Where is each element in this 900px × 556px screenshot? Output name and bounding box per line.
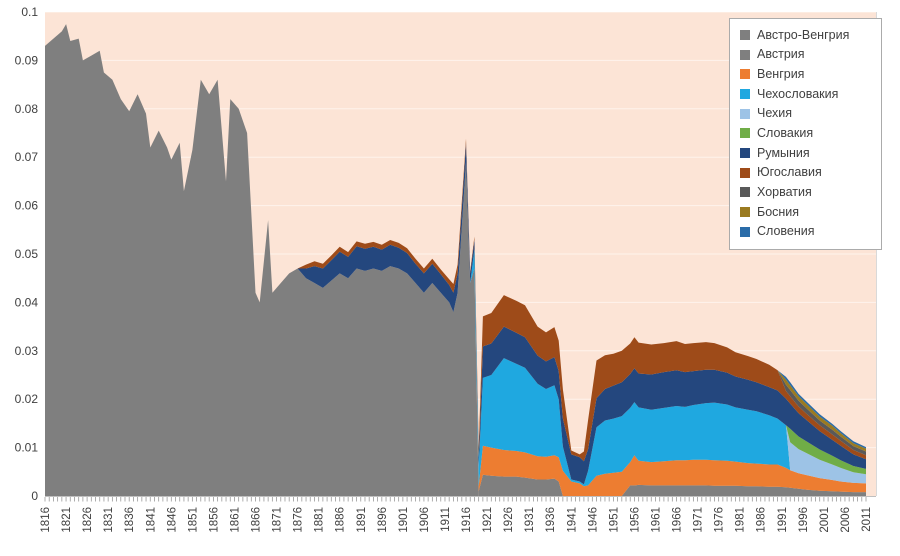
x-tick-label: 1871 bbox=[272, 507, 284, 533]
area-austro-hungary bbox=[45, 24, 866, 496]
x-tick-label: 1896 bbox=[377, 507, 389, 533]
x-tick-label: 1891 bbox=[356, 507, 368, 533]
x-tick-label: 1836 bbox=[124, 507, 136, 533]
legend-swatch-austro-hungary bbox=[740, 29, 750, 40]
legend: Австро-Венгрия Австрия Венгрия Чехословакия… bbox=[729, 18, 882, 250]
x-tick-label: 2001 bbox=[819, 507, 831, 533]
legend-item-austria: Австрия bbox=[740, 45, 877, 65]
x-tick-label: 1916 bbox=[461, 507, 473, 533]
legend-label: Босния bbox=[757, 204, 800, 219]
legend-item-romania: Румыния bbox=[740, 143, 877, 163]
legend-label: Словения bbox=[757, 224, 815, 239]
legend-label: Венгрия bbox=[757, 66, 805, 81]
x-tick-label: 1951 bbox=[608, 507, 620, 533]
legend-item-czechoslovakia: Чехословакия bbox=[740, 84, 877, 104]
x-tick-label: 2006 bbox=[840, 507, 852, 533]
x-tick-label: 1976 bbox=[714, 507, 726, 533]
x-tick-label: 1821 bbox=[61, 507, 73, 533]
x-tick-label: 1881 bbox=[314, 507, 326, 533]
y-tick-label: 0.02 bbox=[15, 392, 39, 406]
x-tick-label: 1981 bbox=[735, 507, 747, 533]
x-tick-label: 1911 bbox=[440, 507, 452, 532]
legend-label: Хорватия bbox=[757, 185, 812, 200]
y-tick-label: 0.05 bbox=[15, 247, 39, 261]
legend-item-czechia: Чехия bbox=[740, 104, 877, 124]
x-tick-label: 1931 bbox=[524, 507, 536, 533]
legend-item-croatia: Хорватия bbox=[740, 183, 877, 203]
x-tick-label: 1986 bbox=[756, 507, 768, 533]
x-tick-label: 1936 bbox=[545, 507, 557, 533]
legend-item-hungary: Венгрия bbox=[740, 64, 877, 84]
y-tick-label: 0.07 bbox=[15, 150, 39, 164]
y-tick-label: 0.1 bbox=[21, 5, 38, 19]
x-tick-label: 1841 bbox=[145, 507, 157, 533]
y-tick-label: 0.03 bbox=[15, 344, 39, 358]
legend-item-yugoslavia: Югославия bbox=[740, 163, 877, 183]
legend-swatch-slovakia bbox=[740, 128, 750, 139]
x-tick-label: 1921 bbox=[482, 507, 494, 533]
x-tick-label: 1926 bbox=[503, 507, 515, 533]
x-tick-label: 1851 bbox=[187, 507, 199, 533]
area-czechoslovakia bbox=[45, 24, 866, 487]
legend-swatch-slovenia bbox=[740, 226, 750, 237]
legend-swatch-austria bbox=[740, 49, 750, 60]
x-tick-label: 1856 bbox=[208, 507, 220, 533]
x-tick-label: 1866 bbox=[251, 507, 263, 533]
legend-swatch-croatia bbox=[740, 187, 750, 198]
x-tick-label: 1861 bbox=[229, 507, 241, 533]
x-tick-label: 2011 bbox=[861, 507, 873, 532]
x-tick-label: 1966 bbox=[672, 507, 684, 533]
legend-label: Чехия bbox=[757, 106, 793, 121]
x-tick-label: 1971 bbox=[693, 507, 705, 533]
x-tick-label: 1831 bbox=[103, 507, 115, 533]
y-tick-label: 0.04 bbox=[15, 295, 39, 309]
legend-swatch-yugoslavia bbox=[740, 167, 750, 178]
x-tick-label: 1826 bbox=[82, 507, 94, 533]
legend-label: Югославия bbox=[757, 165, 822, 180]
area-yugoslavia bbox=[45, 24, 866, 462]
x-tick-label: 1941 bbox=[566, 507, 578, 533]
legend-label: Румыния bbox=[757, 145, 810, 160]
legend-label: Словакия bbox=[757, 126, 814, 141]
legend-swatch-bosnia bbox=[740, 207, 750, 218]
legend-item-bosnia: Босния bbox=[740, 202, 877, 222]
legend-swatch-czechia bbox=[740, 108, 750, 119]
legend-swatch-czechoslovakia bbox=[740, 88, 750, 99]
x-tick-label: 1901 bbox=[398, 507, 410, 533]
x-tick-label: 1906 bbox=[419, 507, 431, 533]
x-tick-label: 1991 bbox=[777, 507, 789, 533]
legend-item-slovenia: Словения bbox=[740, 222, 877, 242]
y-tick-label: 0.09 bbox=[15, 53, 39, 67]
x-tick-label: 1946 bbox=[587, 507, 599, 533]
legend-swatch-hungary bbox=[740, 69, 750, 80]
legend-item-austro-hungary: Австро-Венгрия bbox=[740, 25, 877, 45]
y-tick-label: 0 bbox=[31, 489, 38, 503]
legend-swatch-romania bbox=[740, 147, 750, 158]
y-tick-label: 0.06 bbox=[15, 199, 39, 213]
y-tick-label: 0.08 bbox=[15, 102, 39, 116]
x-tick-label: 1846 bbox=[166, 507, 178, 533]
x-tick-label: 1886 bbox=[335, 507, 347, 533]
legend-item-slovakia: Словакия bbox=[740, 123, 877, 143]
legend-label: Австрия bbox=[757, 47, 805, 62]
x-tick-label: 1816 bbox=[40, 507, 52, 533]
x-tick-label: 1961 bbox=[650, 507, 662, 533]
x-tick-label: 1876 bbox=[293, 507, 305, 533]
x-tick-label: 1996 bbox=[798, 507, 810, 533]
y-tick-label: 0.01 bbox=[15, 441, 39, 455]
legend-label: Австро-Венгрия bbox=[757, 27, 850, 42]
x-tick-label: 1956 bbox=[629, 507, 641, 533]
legend-label: Чехословакия bbox=[757, 86, 839, 101]
